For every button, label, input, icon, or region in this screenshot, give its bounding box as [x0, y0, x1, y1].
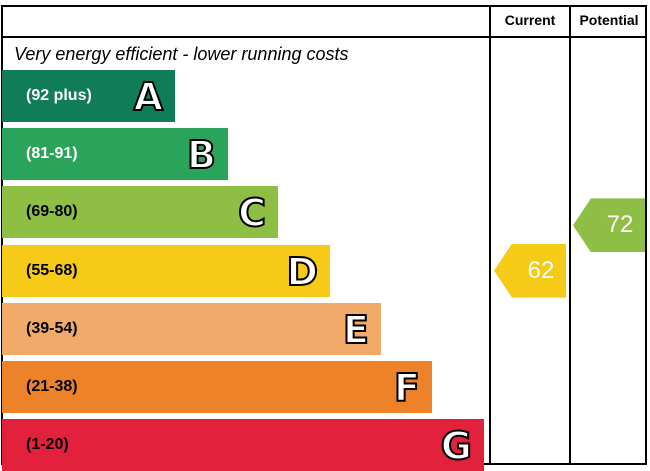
current-rating-value: 62	[527, 256, 555, 284]
band-range: (21-38)	[26, 378, 78, 395]
header-divider	[1, 36, 647, 38]
band-range: (92 plus)	[26, 87, 92, 104]
top-label: Very energy efficient - lower running co…	[14, 44, 349, 64]
band-bar-f: (21-38) F	[2, 361, 432, 413]
band-bar-b: (81-91) B	[2, 128, 228, 181]
band-letter: E	[342, 307, 370, 353]
potential-header: Potential	[579, 12, 639, 28]
potential-rating-value: 72	[606, 211, 634, 239]
column-divider	[569, 5, 571, 465]
band-letter: B	[186, 132, 217, 178]
current-rating-arrow: 62	[494, 243, 566, 298]
band-letter: A	[133, 74, 164, 120]
column-divider	[489, 5, 491, 465]
band-bar-c: (69-80) C	[2, 186, 278, 239]
band-letter: F	[393, 365, 421, 411]
band-bar-e: (39-54) E	[2, 302, 381, 355]
band-range: (1-20)	[26, 436, 69, 454]
band-range: (39-54)	[26, 319, 78, 337]
band-bar-d: (55-68) D	[2, 244, 330, 297]
band-range: (69-80)	[26, 203, 78, 221]
band-bar-g: (1-20) G	[2, 419, 484, 471]
band-range: (81-91)	[26, 145, 78, 163]
band-letter: C	[237, 190, 267, 236]
band-letter: G	[440, 423, 473, 469]
band-letter: D	[285, 249, 319, 295]
current-header: Current	[504, 12, 556, 28]
potential-rating-arrow: 72	[573, 198, 645, 253]
band-range: (55-68)	[26, 261, 78, 279]
band-bar-a: (92 plus) A	[2, 70, 175, 122]
